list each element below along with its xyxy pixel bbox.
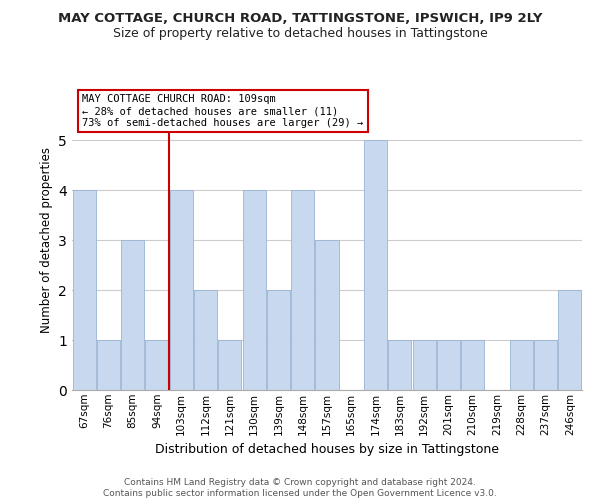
Bar xyxy=(461,340,484,390)
Bar xyxy=(121,240,144,390)
Bar xyxy=(291,190,314,390)
X-axis label: Distribution of detached houses by size in Tattingstone: Distribution of detached houses by size … xyxy=(155,443,499,456)
Bar xyxy=(194,290,217,390)
Text: MAY COTTAGE, CHURCH ROAD, TATTINGSTONE, IPSWICH, IP9 2LY: MAY COTTAGE, CHURCH ROAD, TATTINGSTONE, … xyxy=(58,12,542,26)
Bar xyxy=(510,340,533,390)
Bar xyxy=(73,190,95,390)
Bar xyxy=(364,140,387,390)
Bar xyxy=(145,340,169,390)
Bar xyxy=(413,340,436,390)
Bar xyxy=(534,340,557,390)
Bar xyxy=(170,190,193,390)
Text: Size of property relative to detached houses in Tattingstone: Size of property relative to detached ho… xyxy=(113,28,487,40)
Text: Contains HM Land Registry data © Crown copyright and database right 2024.
Contai: Contains HM Land Registry data © Crown c… xyxy=(103,478,497,498)
Bar xyxy=(242,190,266,390)
Y-axis label: Number of detached properties: Number of detached properties xyxy=(40,147,53,333)
Bar xyxy=(97,340,120,390)
Bar xyxy=(267,290,290,390)
Bar xyxy=(437,340,460,390)
Bar xyxy=(388,340,412,390)
Bar xyxy=(559,290,581,390)
Text: MAY COTTAGE CHURCH ROAD: 109sqm
← 28% of detached houses are smaller (11)
73% of: MAY COTTAGE CHURCH ROAD: 109sqm ← 28% of… xyxy=(82,94,364,128)
Bar xyxy=(218,340,241,390)
Bar xyxy=(316,240,338,390)
